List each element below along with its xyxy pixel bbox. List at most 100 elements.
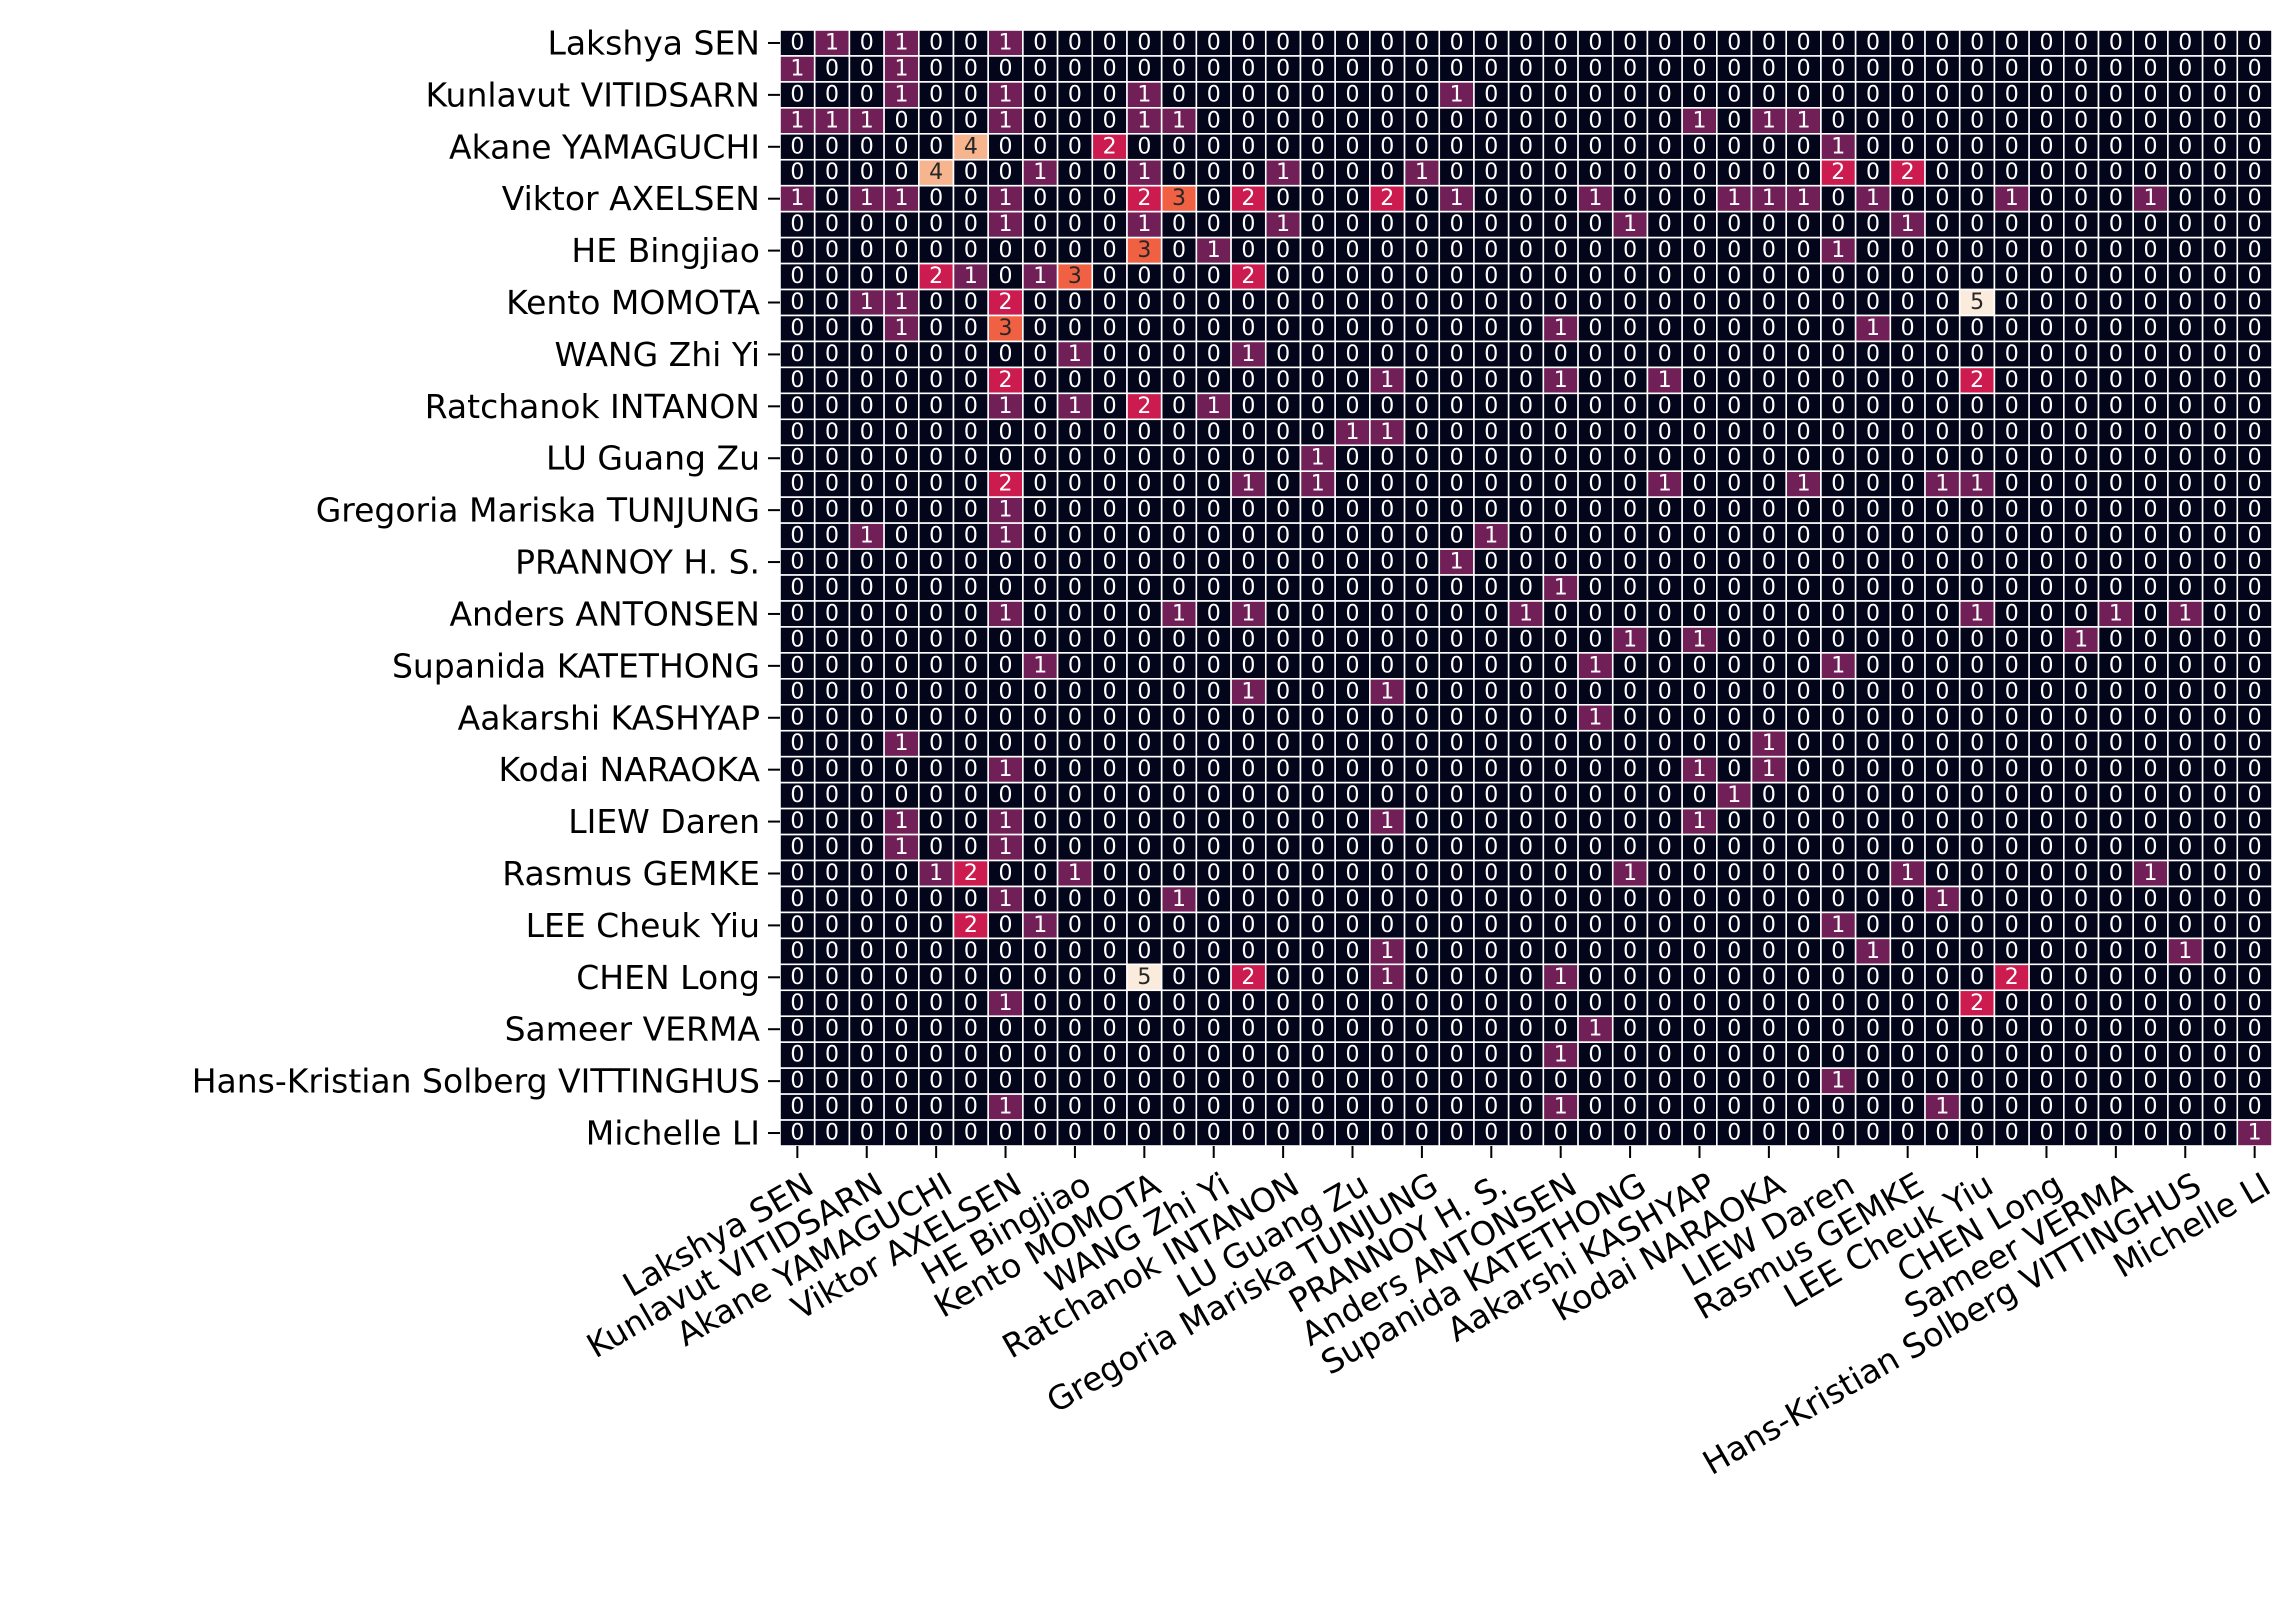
heatmap-cell — [1438, 158, 1475, 187]
heatmap-cell — [1160, 55, 1198, 83]
cell-value-label: 0 — [1380, 757, 1394, 782]
cell-value-label: 0 — [1519, 524, 1533, 549]
cell-value-label: 0 — [1311, 290, 1325, 315]
cell-value-label: 0 — [825, 160, 839, 185]
cell-value-label: 0 — [1970, 1095, 1984, 1120]
cell-value-label: 0 — [1554, 1069, 1568, 1094]
cell-value-label: 0 — [2213, 835, 2227, 860]
cell-value-label: 0 — [1831, 550, 1845, 575]
cell-value-label: 0 — [1935, 498, 1949, 523]
cell-value-label: 0 — [1727, 835, 1741, 860]
cell-value-label: 0 — [1692, 134, 1706, 159]
cell-value-label: 0 — [964, 835, 978, 860]
cell-value-label: 0 — [1588, 472, 1602, 497]
cell-value-label: 0 — [1137, 1095, 1151, 1120]
cell-value-label: 0 — [1727, 212, 1741, 237]
cell-value-label: 0 — [1137, 524, 1151, 549]
cell-value-label: 0 — [1727, 1121, 1741, 1146]
cell-value-label: 0 — [2144, 653, 2158, 678]
cell-value-label: 0 — [1346, 861, 1360, 886]
cell-value-label: 0 — [1068, 1095, 1082, 1120]
cell-value-label: 0 — [1346, 212, 1360, 237]
cell-value-label: 0 — [1207, 965, 1221, 990]
cell-value-label: 0 — [2039, 887, 2053, 912]
cell-value-label: 0 — [1901, 472, 1915, 497]
cell-value-label: 0 — [2005, 108, 2019, 133]
cell-value-label: 0 — [2005, 939, 2019, 964]
cell-value-label: 0 — [999, 783, 1013, 808]
cell-value-label: 1 — [1554, 1043, 1568, 1068]
cell-value-label: 0 — [1415, 861, 1429, 886]
cell-value-label: 0 — [1935, 82, 1949, 107]
cell-value-label: 1 — [1692, 627, 1706, 652]
heatmap-cell — [1924, 158, 1961, 187]
heatmap-cell — [1230, 184, 1267, 213]
cell-value-label: 0 — [1068, 1017, 1082, 1042]
cell-value-label: 0 — [1484, 939, 1498, 964]
cell-value-label: 0 — [1311, 887, 1325, 912]
cell-value-label: 0 — [1311, 1069, 1325, 1094]
cell-value-label: 0 — [1623, 939, 1637, 964]
cell-value-label: 0 — [1588, 316, 1602, 341]
cell-value-label: 1 — [1588, 705, 1602, 730]
cell-value-label: 0 — [825, 1095, 839, 1120]
cell-value-label: 0 — [929, 30, 943, 55]
cell-value-label: 0 — [1276, 783, 1290, 808]
cell-value-label: 0 — [1311, 1017, 1325, 1042]
cell-value-label: 0 — [964, 316, 978, 341]
cell-value-label: 0 — [1033, 238, 1047, 263]
cell-value-label: 0 — [2109, 212, 2123, 237]
cell-value-label: 0 — [2074, 1095, 2088, 1120]
cell-value-label: 0 — [2005, 56, 2019, 81]
cell-value-label: 0 — [1866, 498, 1880, 523]
cell-value-label: 0 — [1935, 731, 1949, 756]
cell-value-label: 0 — [1450, 160, 1464, 185]
heatmap-cell — [813, 81, 851, 109]
cell-value-label: 0 — [1658, 861, 1672, 886]
heatmap-cell — [1993, 81, 2030, 109]
cell-value-label: 0 — [1346, 913, 1360, 938]
cell-value-label: 0 — [1207, 498, 1221, 523]
cell-value-label: 0 — [2248, 186, 2262, 211]
cell-value-label: 0 — [1415, 939, 1429, 964]
cell-value-label: 0 — [1658, 342, 1672, 367]
cell-value-label: 0 — [1103, 1043, 1117, 1068]
cell-value-label: 0 — [1519, 679, 1533, 704]
cell-value-label: 0 — [1554, 550, 1568, 575]
cell-value-label: 0 — [1415, 731, 1429, 756]
cell-value-label: 0 — [860, 809, 874, 834]
cell-value-label: 0 — [1276, 1069, 1290, 1094]
heatmap-cell — [1785, 184, 1822, 213]
cell-value-label: 0 — [1450, 290, 1464, 315]
cell-value-label: 0 — [1311, 498, 1325, 523]
cell-value-label: 0 — [1588, 861, 1602, 886]
cell-value-label: 0 — [1901, 757, 1915, 782]
cell-value-label: 0 — [2248, 757, 2262, 782]
cell-value-label: 0 — [1797, 576, 1811, 601]
cell-value-label: 0 — [1727, 264, 1741, 289]
cell-value-label: 0 — [2039, 30, 2053, 55]
cell-value-label: 0 — [1207, 679, 1221, 704]
cell-value-label: 1 — [1658, 472, 1672, 497]
cell-value-label: 0 — [1658, 56, 1672, 81]
cell-value-label: 0 — [1554, 991, 1568, 1016]
cell-value-label: 0 — [1207, 757, 1221, 782]
cell-value-label: 0 — [1033, 679, 1047, 704]
cell-value-label: 0 — [2074, 160, 2088, 185]
y-tick-label: Kunlavut VITIDSARN — [426, 75, 760, 114]
cell-value-label: 0 — [2144, 212, 2158, 237]
cell-value-label: 0 — [2039, 82, 2053, 107]
cell-value-label: 0 — [2005, 705, 2019, 730]
cell-value-label: 0 — [1137, 264, 1151, 289]
cell-value-label: 0 — [1103, 861, 1117, 886]
cell-value-label: 0 — [929, 809, 943, 834]
cell-value-label: 1 — [1658, 368, 1672, 393]
cell-value-label: 1 — [1137, 108, 1151, 133]
cell-value-label: 0 — [1276, 368, 1290, 393]
cell-value-label: 0 — [1692, 420, 1706, 445]
cell-value-label: 1 — [1831, 913, 1845, 938]
cell-value-label: 0 — [1415, 472, 1429, 497]
cell-value-label: 0 — [2213, 939, 2227, 964]
cell-value-label: 0 — [1727, 394, 1741, 419]
